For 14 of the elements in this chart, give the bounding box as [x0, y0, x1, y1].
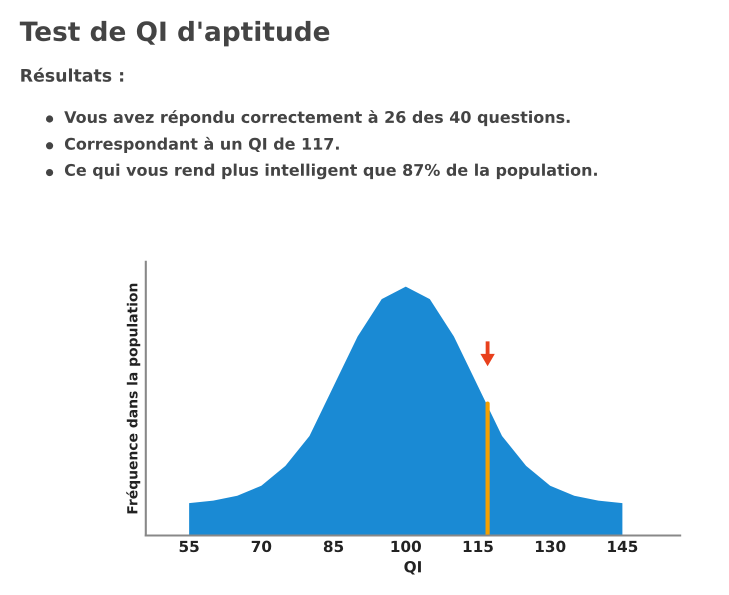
x-tick-label: 70	[252, 540, 272, 552]
text: Vous avez répondu correctement à 26 des 40 questions.	[64, 110, 570, 126]
x-tick-label: 130	[536, 540, 566, 552]
text: Ce qui vous rend plus intelligent que 87% de la population.	[64, 164, 597, 180]
chart-subtitle: Résultats :	[21, 68, 124, 82]
x-tick-label: 115	[464, 540, 493, 552]
x-tick-label: 145	[608, 540, 638, 552]
text: Correspondant à un QI de 117.	[64, 136, 339, 153]
chart-title: Test de QI d'aptitude	[20, 20, 330, 46]
x-tick-label: 100	[392, 540, 421, 552]
x-axis-title: QI	[404, 560, 421, 575]
x-tick-label: 85	[324, 540, 344, 552]
y-axis-title: Fréquence dans la population	[126, 284, 140, 514]
x-tick-label: 55	[180, 540, 199, 552]
